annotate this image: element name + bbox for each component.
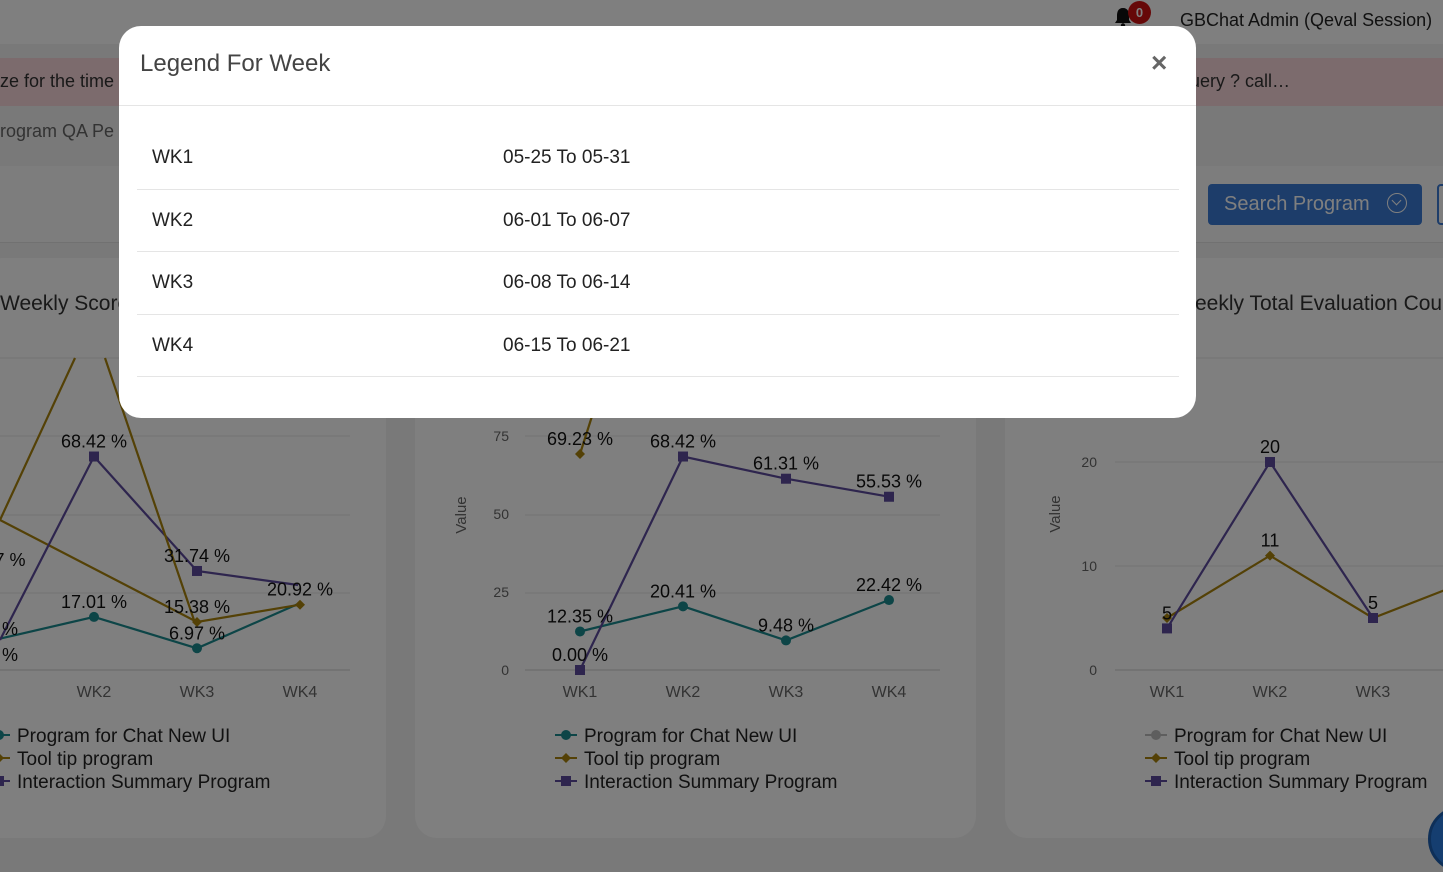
table-row: WK1 05-25 To 05-31 (137, 127, 1179, 190)
week-cell: WK4 (152, 334, 194, 356)
week-cell: WK1 (152, 147, 194, 168)
date-range-cell: 06-08 To 06-14 (503, 272, 631, 293)
date-range-cell: 06-15 To 06-21 (503, 334, 631, 356)
week-cell: WK3 (152, 272, 194, 293)
table-row: WK3 06-08 To 06-14 (137, 252, 1179, 315)
week-legend-table: WK1 05-25 To 05-31 WK2 06-01 To 06-07 WK… (137, 127, 1179, 377)
modal-title: Legend For Week (140, 50, 331, 77)
week-cell: WK2 (152, 209, 194, 231)
table-row: WK4 06-15 To 06-21 (137, 315, 1179, 377)
table-row: WK2 06-01 To 06-07 (137, 190, 1179, 252)
modal-header: Legend For Week × (119, 26, 1196, 106)
legend-for-week-modal: Legend For Week × WK1 05-25 To 05-31 WK2… (119, 26, 1196, 418)
date-range-cell: 06-01 To 06-07 (503, 209, 631, 231)
close-icon[interactable]: × (1151, 47, 1168, 78)
date-range-cell: 05-25 To 05-31 (503, 147, 631, 168)
